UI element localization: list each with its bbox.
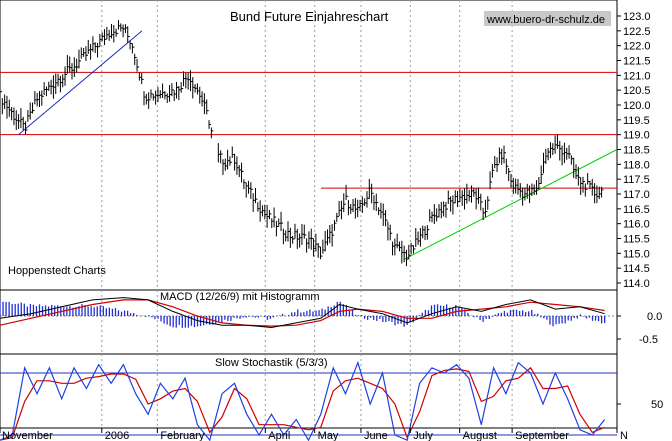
watermark: www.buero-dr-schulz.de: [486, 14, 605, 26]
price-y-tick-label: 120.0: [623, 100, 651, 112]
macd-label: MACD (12/26/9) mit Histogramm: [160, 291, 320, 303]
trend-line: [18, 30, 143, 136]
price-y-tick-label: 116.0: [623, 219, 650, 231]
price-y-tick-label: 120.5: [623, 85, 651, 97]
x-tick-label: May: [318, 430, 339, 441]
chart-title: Bund Future Einjahreschart: [230, 9, 389, 24]
stochastic-y-tick-label: 50: [651, 399, 663, 411]
macd-y-axis: 0.0 -0.5: [617, 311, 662, 346]
price-y-tick-label: 121.5: [623, 56, 651, 68]
x-tick-label: November: [2, 430, 53, 441]
macd-line: [0, 297, 605, 329]
price-y-tick-label: 114.5: [623, 263, 650, 275]
price-y-tick-label: 123.0: [623, 11, 651, 23]
x-tick-label: July: [413, 430, 433, 441]
stochastic-d-line: [0, 366, 605, 441]
price-y-tick-label: 115.0: [623, 248, 650, 260]
trend-line: [403, 149, 618, 260]
price-y-tick-label: 117.5: [623, 174, 650, 186]
macd-y-tick-label: -0.5: [639, 334, 658, 346]
macd-panel: MACD (12/26/9) mit Histogramm: [0, 289, 618, 355]
stochastic-y-axis: 50: [617, 399, 663, 411]
price-vertical-grid: [101, 0, 513, 290]
price-y-tick-label: 117.0: [623, 189, 650, 201]
source-label: Hoppenstedt Charts: [8, 265, 106, 277]
price-y-tick-label: 114.0: [623, 278, 650, 290]
price-y-tick-label: 122.5: [623, 26, 651, 38]
price-y-tick-label: 119.5: [623, 115, 650, 127]
price-y-tick-label: 118.5: [623, 145, 650, 157]
x-tick-label: June: [364, 430, 388, 441]
x-tick-label: August: [463, 430, 497, 441]
price-bars: [0, 20, 604, 267]
price-y-tick-label: 115.5: [623, 234, 650, 246]
stochastic-label: Slow Stochastik (5/3/3): [215, 357, 328, 369]
price-y-axis: 123.0 122.5 122.0 121.5 121.0 120.5 120.0 119.5…: [617, 11, 651, 290]
stochastic-k-line: [0, 360, 606, 441]
stochastic-panel-frame: [0, 353, 618, 429]
macd-histogram: [0, 300, 606, 328]
macd-signal-line: [0, 299, 605, 327]
x-axis: November 2006 February April May June July Augu…: [0, 428, 628, 441]
price-panel: Bund Future Einjahreschart www.buero-dr-…: [0, 0, 618, 291]
price-y-tick-label: 119.0: [623, 130, 650, 142]
price-y-tick-label: 118.0: [623, 159, 650, 171]
stochastic-panel: Slow Stochastik (5/3/3): [0, 353, 618, 441]
price-y-tick-label: 116.5: [623, 204, 650, 216]
macd-panel-frame: [0, 289, 618, 355]
x-tick-label: February: [160, 430, 205, 441]
x-tick-label: N: [620, 430, 628, 441]
x-tick-label: April: [268, 430, 290, 441]
watermark-box: [484, 11, 611, 26]
x-tick-label: 2006: [105, 430, 129, 441]
price-y-tick-label: 121.0: [623, 70, 651, 82]
price-y-tick-label: 122.0: [623, 41, 651, 53]
macd-y-tick-label: 0.0: [647, 311, 662, 323]
price-trend-lines: [18, 30, 618, 260]
x-tick-label: September: [515, 430, 569, 441]
